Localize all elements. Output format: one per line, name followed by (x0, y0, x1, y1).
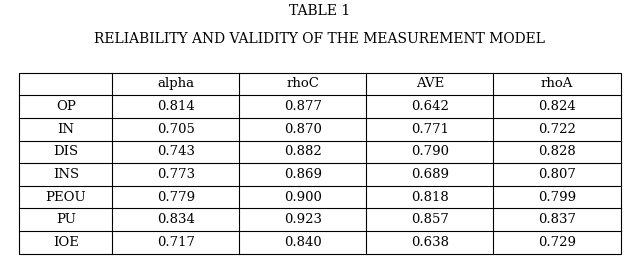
Text: 0.882: 0.882 (284, 145, 322, 158)
Text: 0.729: 0.729 (538, 236, 576, 249)
Text: 0.837: 0.837 (538, 213, 576, 226)
Text: 0.834: 0.834 (157, 213, 195, 226)
Text: 0.638: 0.638 (411, 236, 449, 249)
Text: 0.705: 0.705 (157, 123, 195, 136)
Text: PEOU: PEOU (45, 191, 86, 204)
Text: rhoC: rhoC (287, 77, 319, 90)
Text: 0.771: 0.771 (411, 123, 449, 136)
Text: TABLE 1: TABLE 1 (289, 4, 351, 18)
Text: 0.900: 0.900 (284, 191, 322, 204)
Text: 0.689: 0.689 (411, 168, 449, 181)
Text: 0.857: 0.857 (411, 213, 449, 226)
Text: 0.814: 0.814 (157, 100, 195, 113)
Text: 0.642: 0.642 (411, 100, 449, 113)
Bar (19, 73, 621, 254)
Text: IOE: IOE (53, 236, 79, 249)
Text: 0.790: 0.790 (411, 145, 449, 158)
Text: INS: INS (52, 168, 79, 181)
Text: IN: IN (58, 123, 74, 136)
Text: 0.743: 0.743 (157, 145, 195, 158)
Text: 0.869: 0.869 (284, 168, 322, 181)
Text: 0.818: 0.818 (411, 191, 449, 204)
Text: DIS: DIS (53, 145, 78, 158)
Text: 0.870: 0.870 (284, 123, 322, 136)
Text: alpha: alpha (157, 77, 195, 90)
Text: RELIABILITY AND VALIDITY OF THE MEASUREMENT MODEL: RELIABILITY AND VALIDITY OF THE MEASUREM… (95, 32, 545, 46)
Text: AVE: AVE (415, 77, 444, 90)
Text: 0.828: 0.828 (538, 145, 575, 158)
Text: 0.773: 0.773 (157, 168, 195, 181)
Text: PU: PU (56, 213, 76, 226)
Text: 0.840: 0.840 (284, 236, 322, 249)
Text: 0.722: 0.722 (538, 123, 575, 136)
Text: 0.799: 0.799 (538, 191, 576, 204)
Text: 0.824: 0.824 (538, 100, 575, 113)
Text: rhoA: rhoA (541, 77, 573, 90)
Text: 0.717: 0.717 (157, 236, 195, 249)
Text: 0.807: 0.807 (538, 168, 575, 181)
Text: 0.923: 0.923 (284, 213, 322, 226)
Text: 0.877: 0.877 (284, 100, 322, 113)
Text: 0.779: 0.779 (157, 191, 195, 204)
Text: OP: OP (56, 100, 76, 113)
